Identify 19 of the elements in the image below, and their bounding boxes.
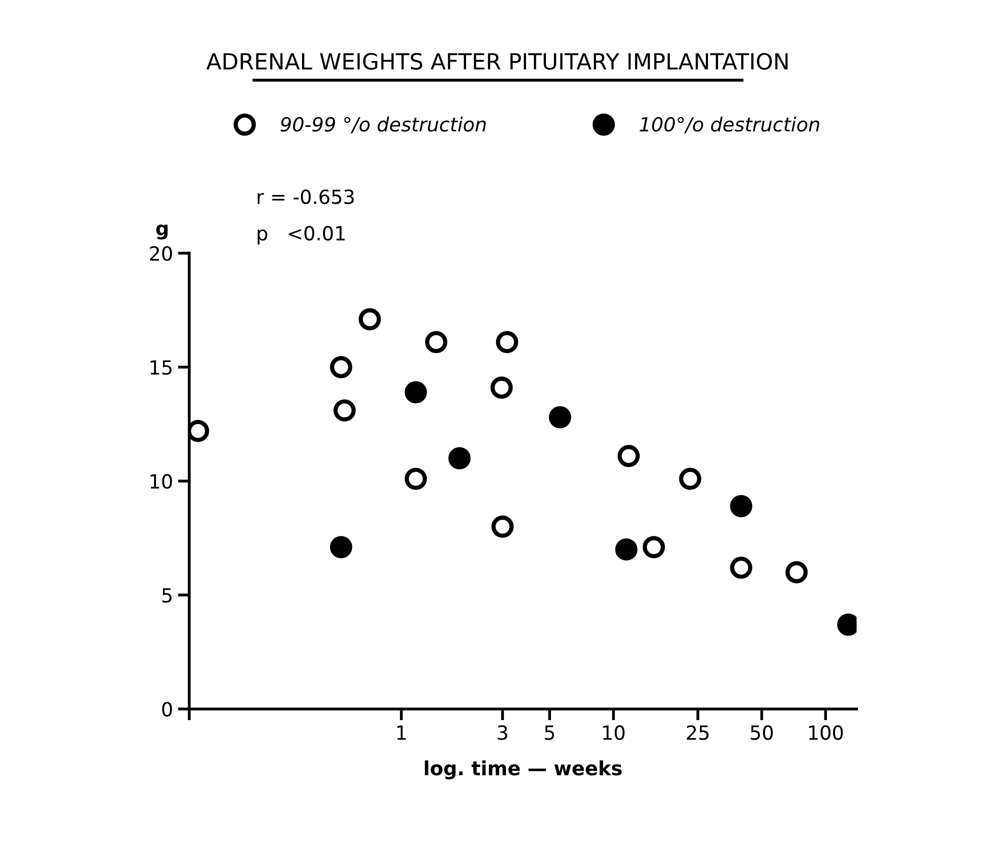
x-tick-label: 25 [686,725,709,740]
y-axis-title: g [156,224,168,240]
y-tick-label: 10 [150,474,172,489]
x-tick-label: 50 [750,725,773,740]
x-tick-label: 5 [544,726,554,740]
y-tick-label: 5 [162,588,172,603]
legend-label: 100°/o destruction [640,116,820,134]
x-tick-label: 3 [498,725,508,740]
chart-title: ADRENAL WEIGHTS AFTER PITUITARY IMPLANTATION [206,52,788,70]
x-tick-label: 100 [809,725,843,740]
text: r = -0.653 [258,189,354,204]
x-tick-label: 1 [397,726,406,740]
y-tick-label: 15 [150,360,172,375]
x-tick-label: 10 [603,725,625,740]
x-axis-title: log. time — weeks [424,760,622,780]
y-tick-label: 20 [150,246,172,261]
legend-label: 90-99 °/o destruction [280,116,486,134]
text: p <0.01 [258,226,345,244]
y-tick-label: 0 [162,702,172,717]
